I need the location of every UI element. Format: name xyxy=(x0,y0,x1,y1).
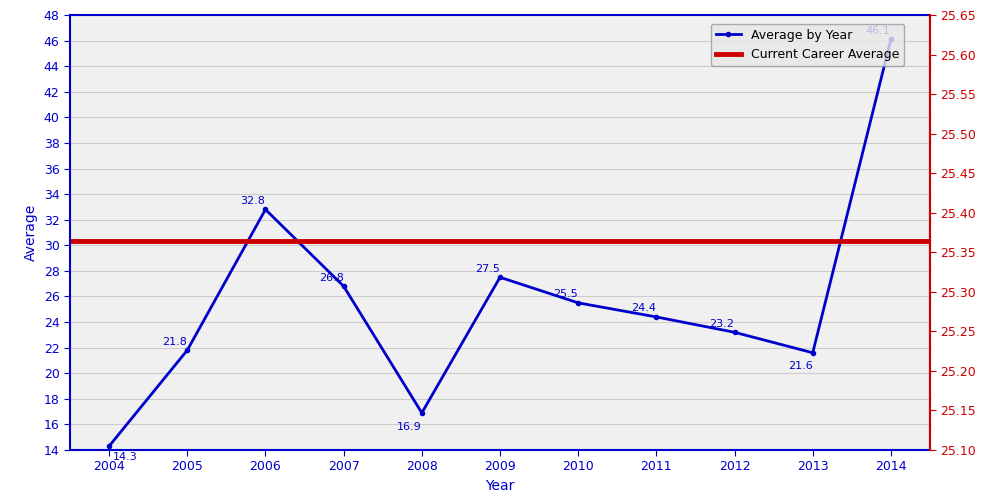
Line: Average by Year: Average by Year xyxy=(107,37,893,448)
Text: 21.6: 21.6 xyxy=(788,362,812,372)
Text: 21.8: 21.8 xyxy=(162,336,187,346)
Average by Year xyxy=(807,350,819,356)
Text: 27.5: 27.5 xyxy=(475,264,500,274)
Average by Year xyxy=(650,314,662,320)
Average by Year xyxy=(572,300,584,306)
Text: 14.3: 14.3 xyxy=(113,452,138,462)
Average by Year xyxy=(494,274,506,280)
Average by Year xyxy=(103,443,115,449)
Text: 32.8: 32.8 xyxy=(240,196,265,206)
Text: 24.4: 24.4 xyxy=(631,304,656,314)
Text: 23.2: 23.2 xyxy=(710,318,734,328)
Average by Year xyxy=(181,347,193,353)
Text: 16.9: 16.9 xyxy=(397,422,422,432)
Text: 46.1: 46.1 xyxy=(866,26,891,36)
Text: 26.8: 26.8 xyxy=(319,272,344,282)
Average by Year xyxy=(338,283,350,289)
Average by Year xyxy=(729,330,741,336)
X-axis label: Year: Year xyxy=(485,479,515,493)
Average by Year xyxy=(259,206,271,212)
Text: 25.5: 25.5 xyxy=(553,290,578,300)
Average by Year xyxy=(885,36,897,43)
Average by Year xyxy=(416,410,428,416)
Legend: Average by Year, Current Career Average: Average by Year, Current Career Average xyxy=(711,24,904,66)
Y-axis label: Average: Average xyxy=(24,204,38,261)
